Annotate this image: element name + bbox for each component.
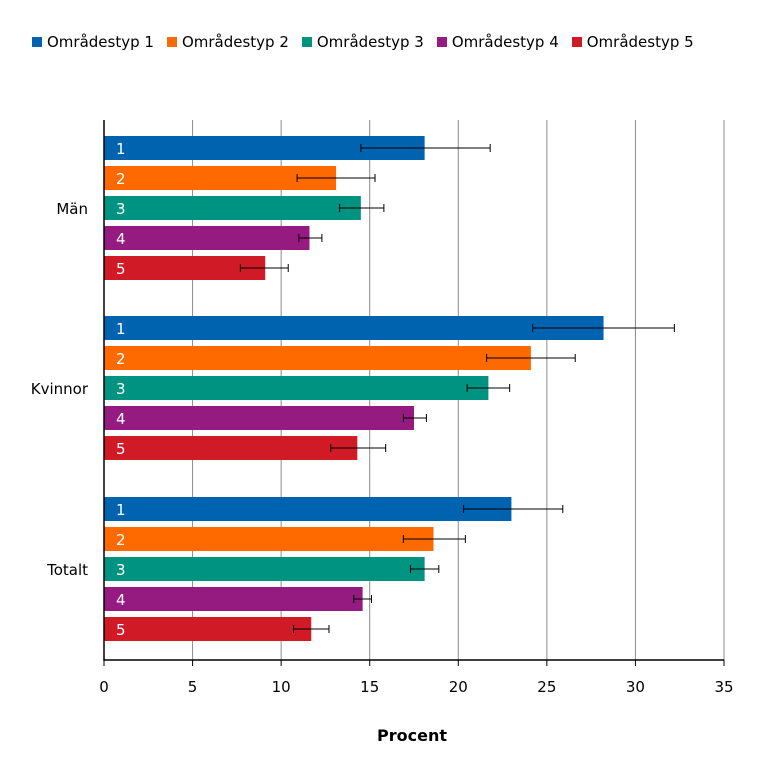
bar-label: 5 bbox=[116, 260, 126, 278]
x-tick-label: 25 bbox=[537, 678, 556, 696]
bar bbox=[104, 527, 434, 551]
legend-label: Områdestyp 5 bbox=[586, 33, 694, 51]
bar-label: 2 bbox=[116, 350, 126, 368]
x-tick-label: 10 bbox=[272, 678, 291, 696]
bar bbox=[104, 406, 414, 430]
legend: Områdestyp 1 Områdestyp 2 Områdestyp 3 Områ… bbox=[32, 33, 694, 51]
bar-label: 1 bbox=[116, 320, 126, 338]
legend-label: Områdestyp 3 bbox=[316, 33, 424, 51]
bar-label: 2 bbox=[116, 531, 126, 549]
bar bbox=[104, 557, 425, 581]
legend-item: Områdestyp 3 bbox=[301, 33, 424, 51]
bar-label: 4 bbox=[116, 410, 126, 428]
legend-label: Områdestyp 2 bbox=[181, 33, 289, 51]
bar bbox=[104, 316, 604, 340]
bar-label: 5 bbox=[116, 621, 126, 639]
bar-label: 3 bbox=[116, 380, 126, 398]
legend-item: Områdestyp 1 bbox=[32, 33, 154, 51]
bar bbox=[104, 226, 310, 250]
legend-swatch bbox=[32, 37, 42, 47]
x-axis-title: Procent bbox=[377, 726, 447, 745]
category-label: Män bbox=[56, 200, 88, 218]
x-tick-label: 5 bbox=[188, 678, 198, 696]
bar bbox=[104, 376, 489, 400]
bar bbox=[104, 196, 361, 220]
bar-label: 1 bbox=[116, 140, 126, 158]
x-tick-label: 15 bbox=[360, 678, 379, 696]
bar bbox=[104, 256, 266, 280]
legend-swatch bbox=[436, 37, 447, 47]
legend-swatch bbox=[571, 37, 582, 47]
bar bbox=[104, 617, 312, 641]
bar bbox=[104, 497, 512, 521]
bar-label: 5 bbox=[116, 440, 126, 458]
bar bbox=[104, 436, 358, 460]
bar-label: 4 bbox=[116, 230, 126, 248]
bar bbox=[104, 346, 531, 370]
bar-label: 3 bbox=[116, 200, 126, 218]
legend-item: Områdestyp 2 bbox=[166, 33, 289, 51]
bar bbox=[104, 587, 363, 611]
bar-label: 1 bbox=[116, 501, 126, 519]
x-tick-label: 30 bbox=[626, 678, 645, 696]
legend-item: Områdestyp 5 bbox=[571, 33, 694, 51]
legend-label: Områdestyp 1 bbox=[47, 33, 154, 51]
bar-label: 2 bbox=[116, 170, 126, 188]
bar-label: 4 bbox=[116, 591, 126, 609]
legend-label: Områdestyp 4 bbox=[451, 33, 559, 51]
x-tick-label: 35 bbox=[714, 678, 733, 696]
category-label: Totalt bbox=[46, 561, 88, 579]
x-tick-label: 0 bbox=[99, 678, 109, 696]
legend-swatch bbox=[166, 37, 177, 47]
legend-swatch bbox=[301, 37, 312, 47]
x-tick-label: 20 bbox=[449, 678, 468, 696]
category-label: Kvinnor bbox=[31, 380, 89, 398]
bar-label: 3 bbox=[116, 561, 126, 579]
legend-item: Områdestyp 4 bbox=[436, 33, 559, 51]
